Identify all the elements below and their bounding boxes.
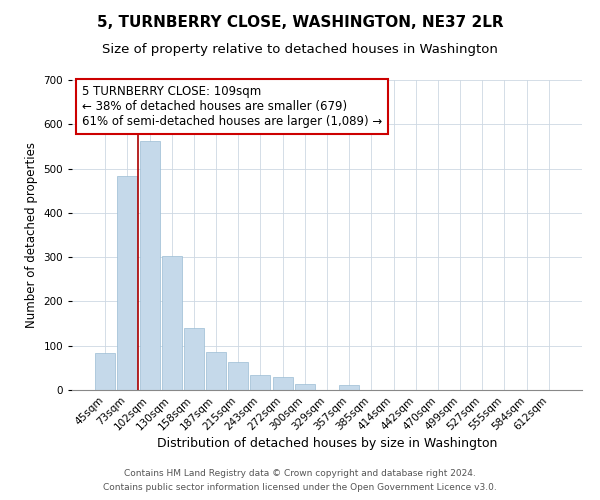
Bar [272, 376, 293, 390]
Text: Contains public sector information licensed under the Open Government Licence v3: Contains public sector information licen… [103, 484, 497, 492]
Bar [162, 256, 182, 390]
Text: Contains HM Land Registry data © Crown copyright and database right 2024.: Contains HM Land Registry data © Crown c… [124, 468, 476, 477]
Bar [250, 374, 271, 390]
Bar [140, 140, 160, 390]
Bar [95, 353, 115, 390]
Text: Size of property relative to detached houses in Washington: Size of property relative to detached ho… [102, 42, 498, 56]
Bar [228, 362, 248, 390]
Bar [118, 176, 137, 390]
Text: 5, TURNBERRY CLOSE, WASHINGTON, NE37 2LR: 5, TURNBERRY CLOSE, WASHINGTON, NE37 2LR [97, 15, 503, 30]
Bar [206, 352, 226, 390]
Bar [295, 384, 315, 390]
Bar [339, 384, 359, 390]
Bar [184, 328, 204, 390]
X-axis label: Distribution of detached houses by size in Washington: Distribution of detached houses by size … [157, 438, 497, 450]
Text: 5 TURNBERRY CLOSE: 109sqm
← 38% of detached houses are smaller (679)
61% of semi: 5 TURNBERRY CLOSE: 109sqm ← 38% of detac… [82, 84, 382, 128]
Y-axis label: Number of detached properties: Number of detached properties [25, 142, 38, 328]
